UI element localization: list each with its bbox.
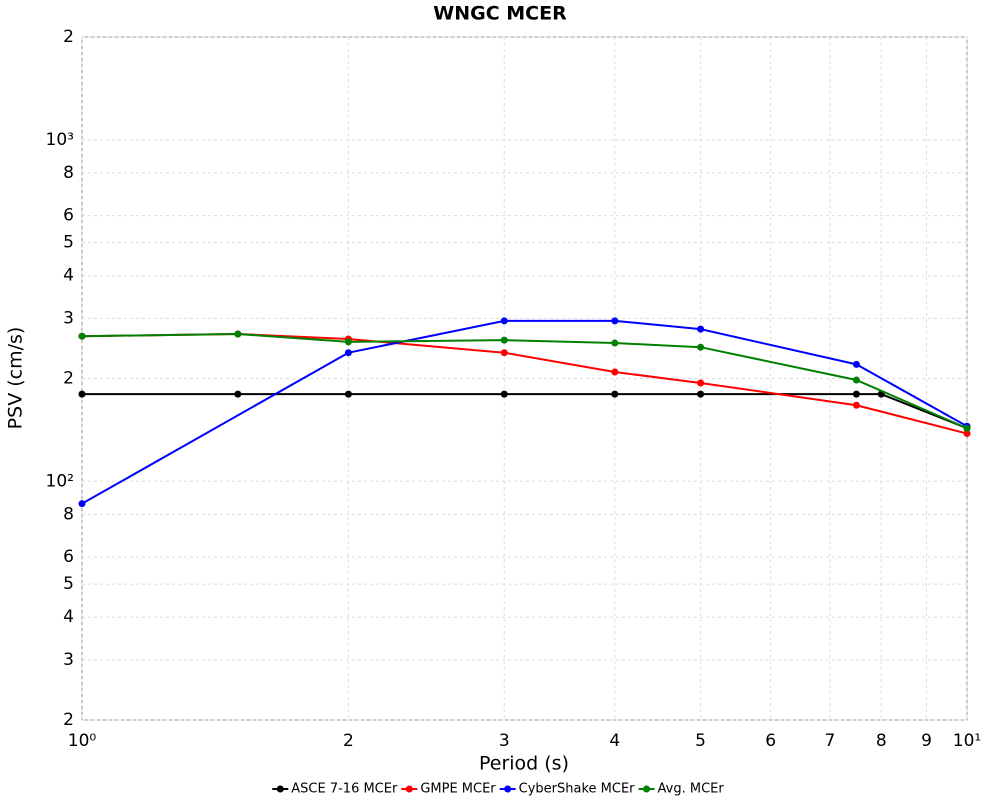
data-point [500,317,508,325]
legend-marker [276,785,284,793]
x-tick-label: 5 [695,731,706,751]
data-point [697,390,705,398]
y-tick-label: 6 [63,547,74,567]
y-tick-label: 4 [63,266,74,286]
y-tick-label: 6 [63,206,74,226]
x-tick-label: 6 [765,731,776,751]
x-tick-label: 9 [921,731,932,751]
data-point [611,317,619,325]
data-point [611,368,619,376]
x-axis-label: Period (s) [479,753,569,775]
data-point [500,390,508,398]
y-tick-label: 3 [63,650,74,670]
data-point [344,390,352,398]
data-point [963,424,971,432]
legend-marker [405,785,413,793]
chart-title: WNGC MCER [433,3,567,25]
data-point [78,332,86,340]
y-tick-label: 5 [63,233,74,253]
data-point [852,390,860,398]
legend-label: GMPE MCEr [420,782,496,797]
y-tick-label: 2 [63,27,74,47]
data-point [697,325,705,333]
data-point [697,343,705,351]
legend-label: CyberShake MCEr [519,782,636,797]
data-point [611,339,619,347]
legend-marker [504,785,512,793]
y-tick-label: 8 [63,504,74,524]
x-tick-label: 7 [824,731,835,751]
y-tick-label: 5 [63,574,74,594]
x-tick-label: 2 [343,731,354,751]
y-tick-label: 2 [63,369,74,389]
x-tick-label: 10⁰ [68,731,97,751]
data-point [78,390,86,398]
data-point [500,349,508,357]
data-point [697,379,705,387]
data-point [852,360,860,368]
y-tick-label: 3 [63,308,74,328]
data-point [78,500,86,508]
legend-label: ASCE 7-16 MCEr [291,782,398,797]
y-tick-label: 10³ [46,130,74,150]
data-point [344,349,352,357]
y-tick-label: 8 [63,163,74,183]
y-axis-label: PSV (cm/s) [5,327,27,430]
data-point [234,390,242,398]
data-point [344,338,352,346]
plot-area [81,36,968,721]
y-tick-label: 4 [63,607,74,627]
x-tick-label: 8 [876,731,887,751]
data-point [963,430,971,438]
x-tick-label: 4 [609,731,620,751]
legend: ASCE 7-16 MCEr GMPE MCEr CyberShake MCEr Av… [272,782,724,797]
x-tick-label: 10¹ [953,731,981,751]
data-point [500,336,508,344]
data-point [852,376,860,384]
legend-label: Avg. MCEr [658,782,725,797]
data-point [234,330,242,338]
x-tick-label: 3 [499,731,510,751]
legend-marker [643,785,651,793]
series-line [81,332,968,430]
y-tick-label: 10² [46,471,74,491]
data-point [611,390,619,398]
data-point [852,401,860,409]
y-tick-label: 2 [63,710,74,730]
